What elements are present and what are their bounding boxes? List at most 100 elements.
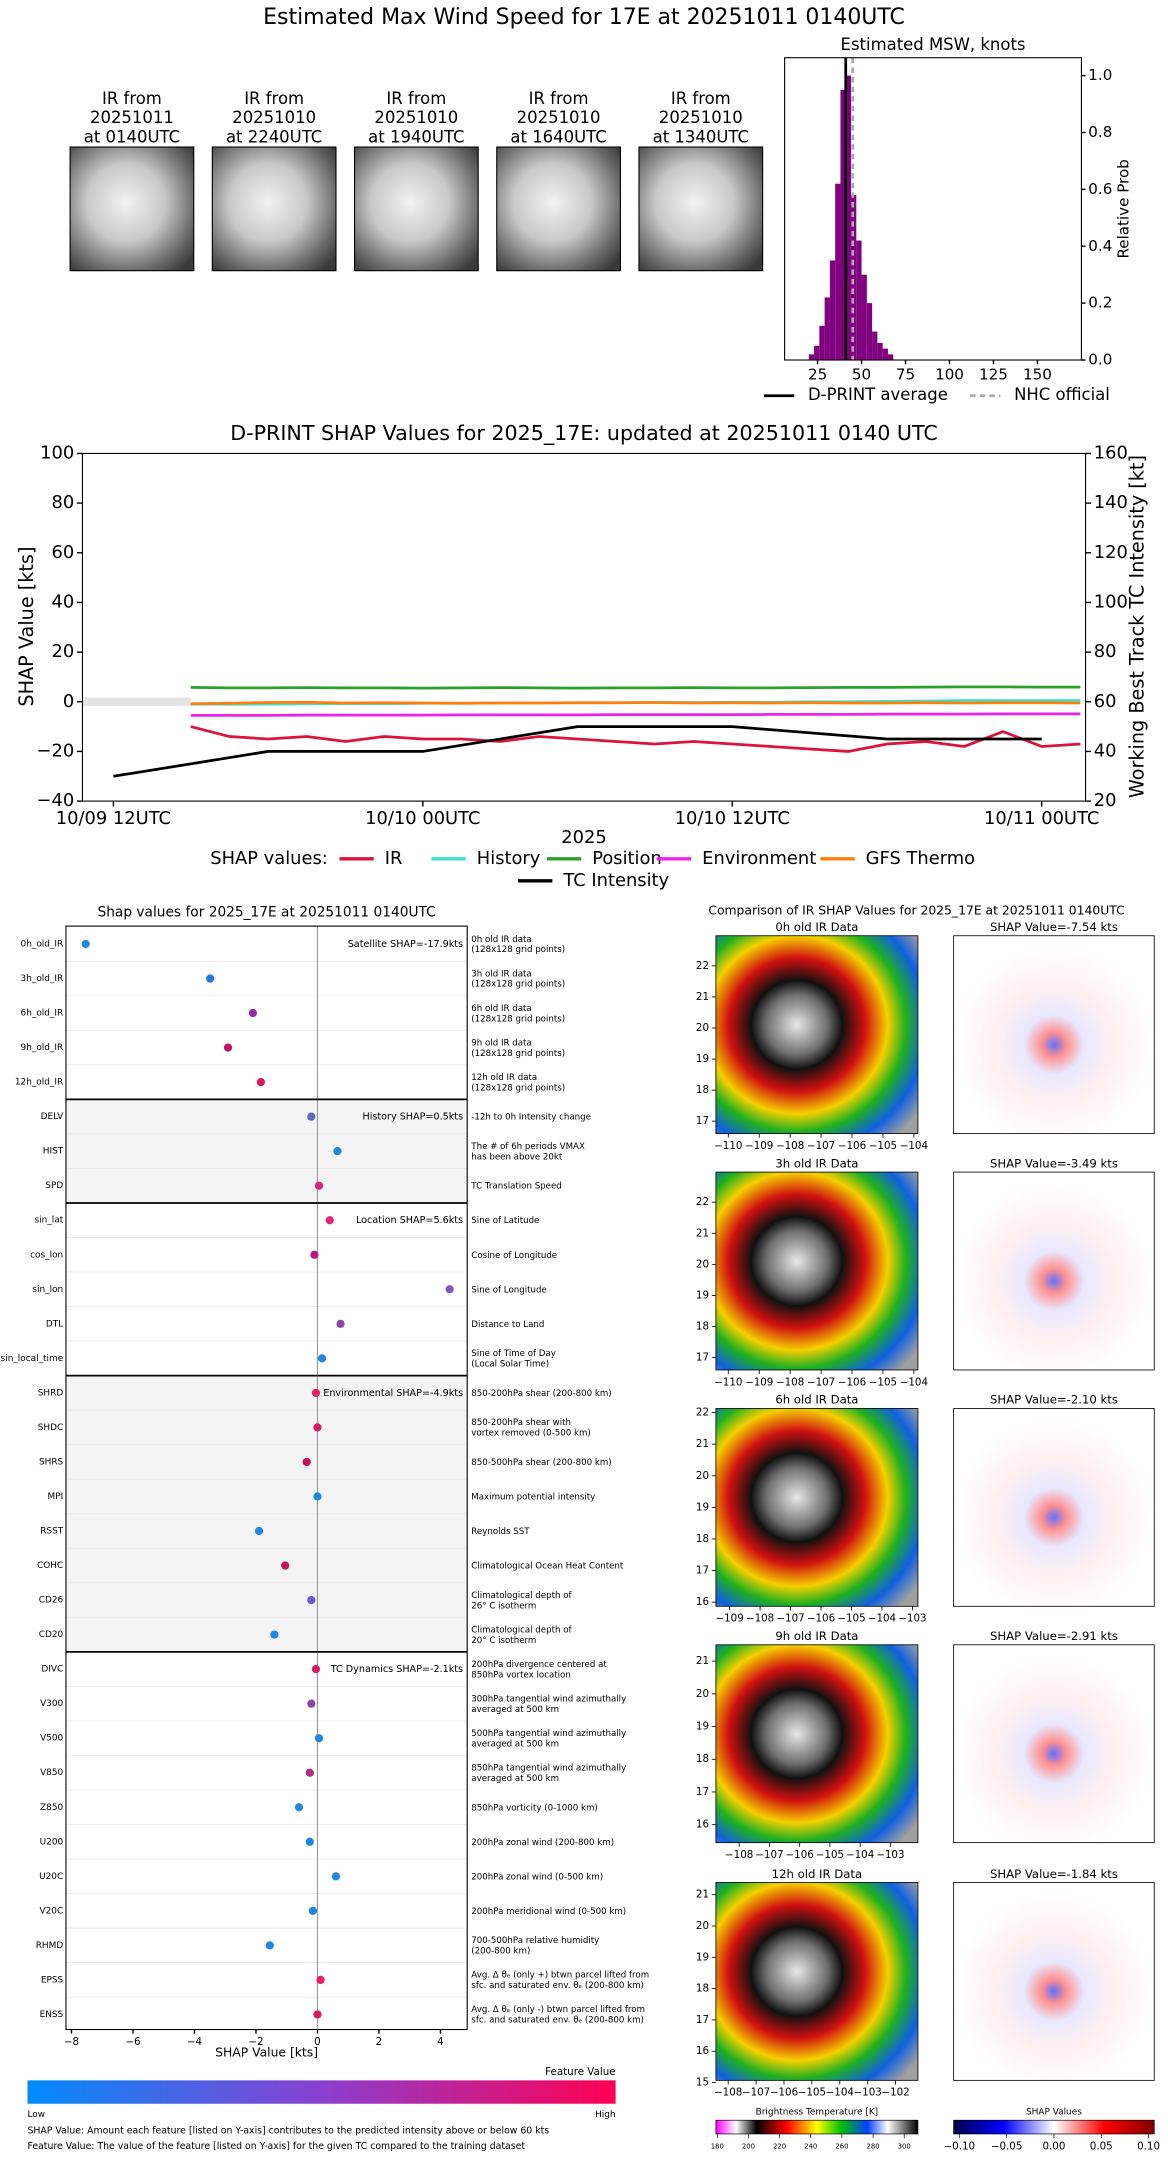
x-tick-label: 280 [867, 2142, 880, 2150]
thumbnail-label-line: at 2240UTC [226, 127, 322, 146]
feature-description: 700-500hPa relative humidity (200-800 km) [471, 1936, 599, 1956]
feature-description-line: 850-200hPa shear with [471, 1418, 571, 1428]
thumbnail-label-line: 20251010 [659, 108, 743, 127]
x-tick-label: −106 [807, 1613, 835, 1625]
x-tick-label: 0.10 [1137, 2140, 1160, 2152]
x-tick-label: 200 [742, 2142, 755, 2150]
feature-description: Avg. Δ θₑ (only +) btwn parcel lifted fr… [471, 1970, 649, 1990]
y-tick-label: 16 [696, 1819, 709, 1831]
feature-description-line: 12h old IR data [471, 1072, 537, 1082]
shap-image [953, 935, 1155, 1135]
legend-label: D-PRINT average [808, 385, 948, 404]
feature-description: 12h old IR data (128x128 grid points) [471, 1072, 565, 1092]
group-title: Location SHAP=5.6kts [356, 1215, 463, 1226]
y-tick-label: 22 [696, 1196, 709, 1208]
y-tick-label: −40 [37, 790, 75, 811]
shap-image [953, 1644, 1155, 1844]
x-tick-label: −106 [838, 1376, 866, 1388]
panel-title: SHAP Value=-2.91 kts [990, 1629, 1118, 1643]
hist-bar [887, 354, 894, 361]
x-tick-label: 75 [896, 366, 915, 384]
feature-description-line: 26° C isotherm [471, 1601, 536, 1611]
x-tick-label: 0 [314, 2036, 321, 2048]
colorbar-high: High [595, 2110, 616, 2120]
feature-description-line: 500hPa tangential wind azimuthally [471, 1728, 626, 1738]
hist-bar [819, 325, 825, 361]
feature-label: U200 [40, 1837, 64, 1847]
y-tick-label: 16 [696, 1596, 709, 1608]
feature-description-line: TC Translation Speed [470, 1181, 561, 1191]
feature-label: SPD [45, 1181, 63, 1191]
feature-label: 12h_old_IR [15, 1078, 63, 1088]
shap-dot [307, 1112, 316, 1121]
thumbnail-label-line: IR from [529, 88, 589, 107]
y-tick-label: 17 [696, 1786, 709, 1798]
hist-bar [814, 345, 820, 361]
feature-description-line: Maximum potential intensity [471, 1492, 595, 1502]
feature-label: RHMD [36, 1941, 64, 1951]
feature-description-line: (Local Solar Time) [471, 1359, 549, 1369]
thumbnail-label-line: 20251010 [374, 108, 458, 127]
thumbnail-image [638, 146, 764, 272]
feature-label: DELV [41, 1112, 64, 1122]
y2-tick-label: 60 [1094, 691, 1117, 712]
thumbnail-label-line: at 1340UTC [653, 127, 749, 146]
shap-dot [256, 1077, 266, 1087]
x-tick-label: 125 [979, 366, 1008, 384]
y-tick-label: 0.2 [1088, 294, 1112, 312]
feature-description: The # of 6h periods VMAX has been above 2… [470, 1141, 585, 1161]
feature-description: 200hPa zonal wind (0-500 km) [471, 1872, 603, 1882]
group-title: Satellite SHAP=-17.9kts [348, 939, 463, 950]
hist-bar [835, 183, 841, 361]
axes-frame [784, 57, 1082, 361]
thumbnail-label-line: 20251010 [232, 108, 316, 127]
shap-dot [331, 1872, 341, 1881]
x-tick-label: 260 [835, 2142, 848, 2150]
x-tick-label: −105 [837, 1613, 865, 1625]
ir-image [715, 1882, 919, 2081]
y-tick-label: 19 [696, 1289, 709, 1301]
thumbnail-label: IR from 20251010 at 1340UTC [653, 88, 749, 145]
feature-description-line: Distance to Land [471, 1319, 544, 1329]
feature-description-line: Climatological Ocean Heat Content [471, 1561, 624, 1571]
y-tick-label: 18 [696, 1084, 709, 1096]
x-tick-label: −106 [838, 1140, 866, 1152]
axes-frame [81, 452, 1087, 802]
x-tick-label: 180 [711, 2142, 724, 2150]
x-tick-label: −107 [807, 1376, 835, 1388]
y-tick-label: 0.4 [1088, 237, 1112, 255]
x-tick-label: −104 [900, 1376, 928, 1388]
y-axis-label: Relative Prob [1115, 159, 1133, 258]
x-tick-label: −0.10 [944, 2140, 976, 2152]
y-tick-label: 18 [696, 1533, 709, 1545]
feature-description-line: sfc. and saturated env. θₑ (200-800 km) [471, 2015, 644, 2025]
shap-dot [316, 1975, 325, 1985]
shap-dot [311, 1388, 321, 1398]
feature-description: 200hPa divergence centered at 850hPa vort… [471, 1659, 607, 1679]
thumbnail-label-line: at 1940UTC [368, 127, 464, 146]
thumbnail-label-line: at 0140UTC [84, 127, 180, 146]
feature-description: 9h old IR data (128x128 grid points) [471, 1038, 565, 1058]
feature-label: RSST [40, 1527, 64, 1537]
feature-description-line: 200hPa zonal wind (0-500 km) [471, 1872, 603, 1882]
shap-image [953, 1408, 1155, 1607]
feature-label: sin_lat [35, 1216, 64, 1226]
colorbar-title: Feature Value [545, 2066, 615, 2078]
x-tick-label: −2 [248, 2036, 263, 2048]
panel-title: SHAP Value=-1.84 kts [990, 1867, 1118, 1881]
thumbnail-label: IR from 20251010 at 2240UTC [226, 88, 322, 145]
group-title: TC Dynamics SHAP=-2.1kts [330, 1664, 463, 1675]
y-tick-label: 21 [696, 1438, 709, 1450]
shap-dot [313, 2010, 322, 2019]
feature-label: SHDC [38, 1423, 63, 1433]
thumbnail-image [353, 146, 479, 272]
shap-dot [265, 1941, 274, 1950]
x-tick-label: 0.00 [1042, 2140, 1065, 2152]
feature-description-line: (128x128 grid points) [471, 1083, 565, 1093]
feature-description: Reynolds SST [471, 1527, 530, 1537]
x-tick-label: 10/10 12UTC [675, 808, 790, 829]
legend-label: History [477, 848, 541, 869]
hist-bar [856, 240, 862, 361]
feature-description: Sine of Time of Day (Local Solar Time) [471, 1349, 556, 1369]
group-title: History SHAP=0.5kts [362, 1112, 463, 1123]
